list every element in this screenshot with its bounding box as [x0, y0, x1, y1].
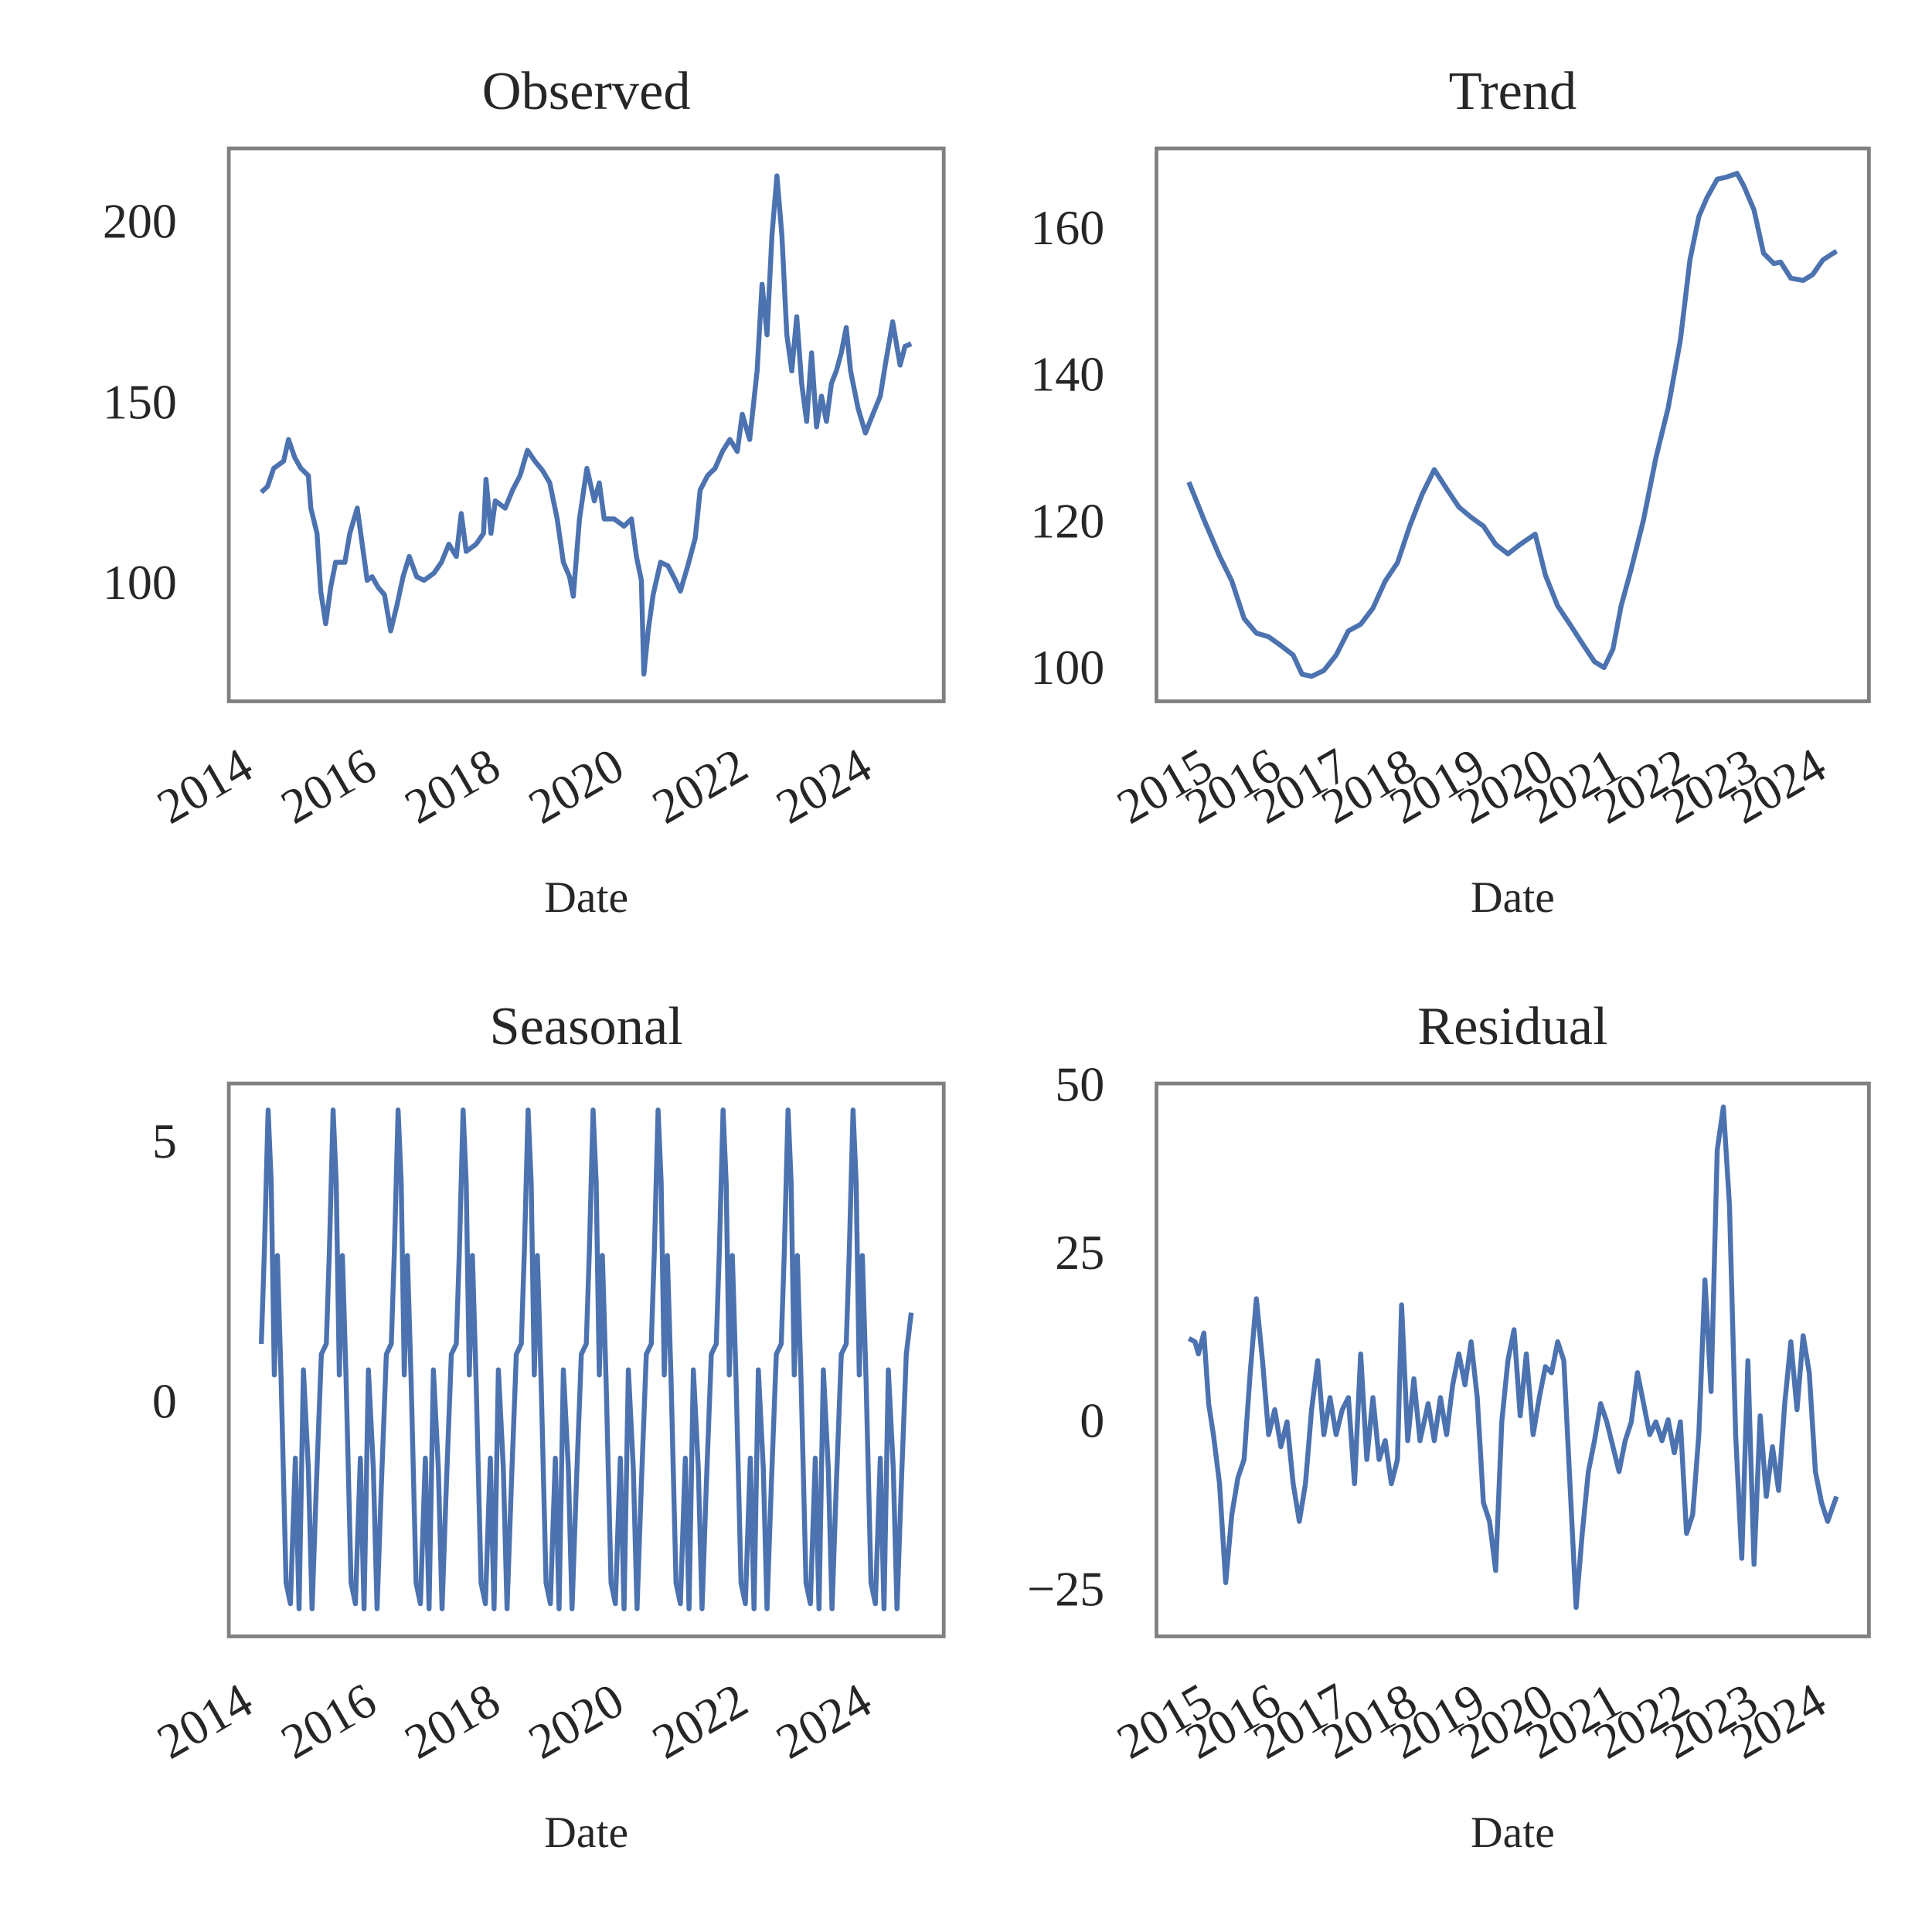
y-tick-label: 25: [1055, 1225, 1104, 1280]
y-tick-label: 100: [1030, 640, 1104, 695]
plot-frame: [226, 1081, 946, 1638]
y-tick-label: 140: [1030, 347, 1104, 402]
y-tick-label: 0: [1080, 1393, 1104, 1448]
y-tick-label: 5: [152, 1114, 177, 1168]
x-axis-label: Date: [1471, 873, 1555, 922]
y-tick-label: 100: [103, 555, 177, 610]
x-tick-label: 2014: [148, 737, 261, 835]
y-tick-label: 0: [152, 1373, 177, 1428]
data-line: [1187, 1104, 1839, 1611]
plot-frame: [1155, 146, 1871, 703]
x-tick-label: 2022: [643, 737, 756, 835]
chart-title: Seasonal: [490, 996, 683, 1056]
y-tick-label: 200: [103, 194, 177, 249]
x-tick-label: 2024: [767, 737, 880, 835]
y-tick-label: 160: [1030, 200, 1104, 255]
data-line: [1186, 171, 1838, 679]
plot-frame: [1155, 1081, 1871, 1638]
chart-title: Residual: [1417, 996, 1607, 1056]
x-tick-label: 2024: [767, 1672, 880, 1770]
x-tick-label: 2018: [396, 1672, 509, 1770]
chart-title: Trend: [1449, 61, 1577, 121]
data-line: [259, 173, 913, 677]
x-tick-label: 2016: [272, 737, 385, 835]
x-tick-label: 2020: [519, 1672, 632, 1770]
x-axis-label: Date: [1471, 1808, 1555, 1857]
x-tick-label: 2018: [396, 737, 509, 835]
x-tick-label: 2014: [148, 1672, 261, 1770]
y-tick-label: −25: [1027, 1561, 1104, 1616]
x-axis-label: Date: [544, 1808, 628, 1857]
x-tick-label: 2016: [272, 1672, 385, 1770]
plot-frame: [226, 146, 946, 703]
y-tick-label: 150: [103, 374, 177, 429]
x-axis-label: Date: [544, 873, 628, 922]
chart-title: Observed: [482, 61, 691, 121]
data-line: [258, 1107, 914, 1612]
y-tick-label: 120: [1030, 493, 1104, 548]
x-tick-label: 2022: [643, 1672, 756, 1770]
y-tick-label: 50: [1055, 1057, 1104, 1112]
x-tick-label: 2020: [519, 737, 632, 835]
